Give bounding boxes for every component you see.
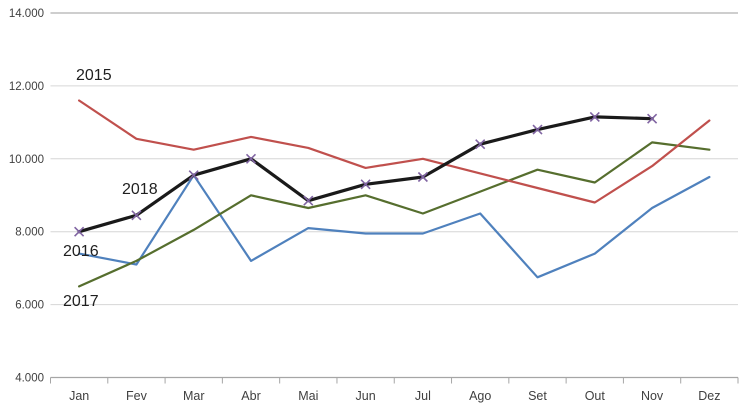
x-tick-label: Ago (469, 389, 491, 403)
y-tick-label: 10.000 (9, 154, 44, 166)
x-tick-label: Mar (183, 389, 205, 403)
y-tick-label: 6.000 (15, 300, 44, 312)
series-label-2016: 2016 (63, 243, 99, 260)
x-tick-label: Jun (356, 389, 376, 403)
x-tick-label: Fev (126, 389, 148, 403)
x-tick-label: Jul (415, 389, 431, 403)
y-tick-label: 4.000 (15, 373, 44, 385)
x-tick-label: Dez (698, 389, 720, 403)
y-tick-label: 8.000 (15, 227, 44, 239)
y-tick-label: 12.000 (9, 81, 44, 93)
series-line-2015 (78, 99, 711, 204)
series-line-2016 (78, 174, 711, 279)
series-marker-2018 (74, 111, 658, 237)
x-tick-label: Jan (69, 389, 89, 403)
x-tick-label: Abr (241, 389, 260, 403)
series-label-2015: 2015 (76, 67, 112, 84)
x-tick-label: Out (585, 389, 606, 403)
series-line-2018 (77, 115, 654, 234)
series-label-2017: 2017 (63, 293, 99, 310)
x-tick-label: Set (528, 389, 547, 403)
x-tick-label: Nov (641, 389, 664, 403)
series-label-2018: 2018 (122, 181, 158, 198)
y-tick-label: 14.000 (9, 8, 44, 20)
x-tick-label: Mai (298, 389, 318, 403)
series-line-2017 (78, 141, 711, 288)
